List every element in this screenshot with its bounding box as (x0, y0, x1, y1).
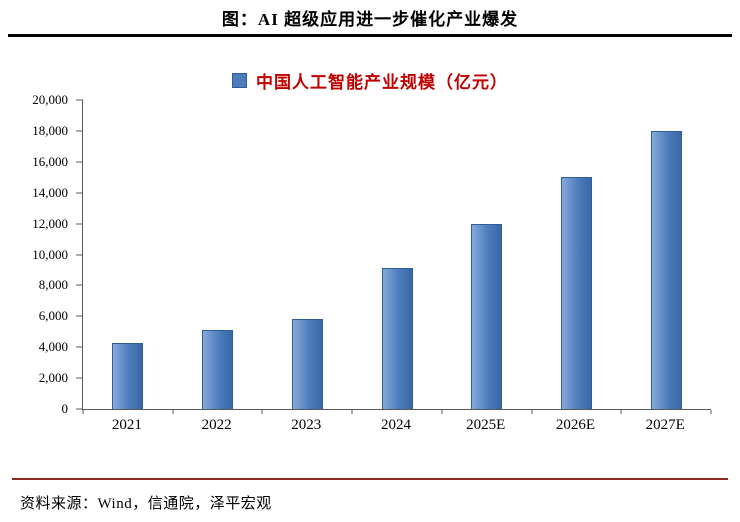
y-tick-mark (76, 254, 83, 255)
y-tick-label: 14,000 (32, 184, 68, 200)
y-tick-mark (76, 192, 83, 194)
y-tick-mark (76, 223, 83, 225)
y-tick-mark (76, 130, 83, 132)
plot-area (76, 99, 712, 414)
figure-title: 图：AI 超级应用进一步催化产业爆发 (221, 10, 519, 29)
y-axis-labels: 20,000 18,000 16,000 14,000 12,000 10,000 8,00… (0, 92, 80, 416)
source-note: 资料来源：Wind，信通院，泽平宏观 (20, 496, 272, 512)
x-tick-mark (710, 410, 712, 414)
x-tick-mark (172, 410, 174, 414)
y-tick-mark (76, 346, 83, 348)
y-tick-mark (76, 315, 83, 317)
legend: 中国人工智能产业规模（亿元） (0, 68, 740, 93)
bar-2023 (291, 319, 323, 409)
y-tick-mark (76, 284, 83, 286)
y-tick-label: 12,000 (32, 215, 68, 231)
x-tick-label: 2026E (555, 417, 596, 433)
x-tick-label: 2022 (201, 417, 232, 433)
bar-slot (352, 100, 442, 409)
bar-slot (621, 100, 711, 409)
y-tick-mark (76, 161, 83, 163)
x-tick-label: 2024 (381, 417, 412, 433)
y-tick-label: 20,000 (32, 92, 68, 107)
bar-2025E (471, 223, 503, 409)
bar-slot (83, 100, 173, 409)
y-tick-mark (76, 377, 83, 379)
x-tick-label: 2025E (466, 417, 506, 433)
bar-slot (173, 100, 263, 409)
bar-slot (262, 100, 352, 409)
top-divider (8, 34, 732, 37)
y-tick-label: 16,000 (32, 153, 68, 169)
x-tick-label: 2027E (645, 417, 685, 433)
y-tick-label: 10,000 (32, 246, 68, 262)
bar-2027E (650, 130, 682, 409)
y-tick-label: 18,000 (32, 122, 68, 138)
x-axis-labels: 2021 2022 2023 2024 2025E 2026E 2027E (82, 417, 710, 434)
bar-2022 (202, 330, 234, 409)
bars (83, 100, 711, 409)
x-tick-mark (351, 410, 353, 414)
x-tick-mark (620, 410, 622, 414)
x-tick-mark (441, 410, 443, 414)
bottom-divider (12, 478, 728, 480)
x-tick-mark (82, 410, 84, 414)
legend-label: 中国人工智能产业规模（亿元） (256, 73, 508, 92)
bar-slot (532, 100, 622, 409)
x-tick-mark (531, 410, 533, 414)
y-tick-label: 0 (61, 401, 69, 416)
bar-2021 (112, 342, 144, 409)
y-tick-mark (76, 99, 83, 101)
bar-2026E (560, 177, 592, 409)
x-tick-label: 2021 (111, 417, 142, 433)
y-tick-label: 2,000 (38, 370, 68, 386)
y-tick-label: 6,000 (38, 308, 68, 324)
bar-slot (442, 100, 532, 409)
x-tick-label: 2023 (291, 417, 322, 433)
legend-swatch-icon (232, 73, 247, 88)
y-tick-label: 4,000 (38, 339, 68, 355)
x-tick-mark (261, 410, 263, 414)
bar-2024 (381, 268, 413, 409)
y-tick-label: 8,000 (38, 277, 68, 293)
y-tick-mark (76, 408, 83, 410)
